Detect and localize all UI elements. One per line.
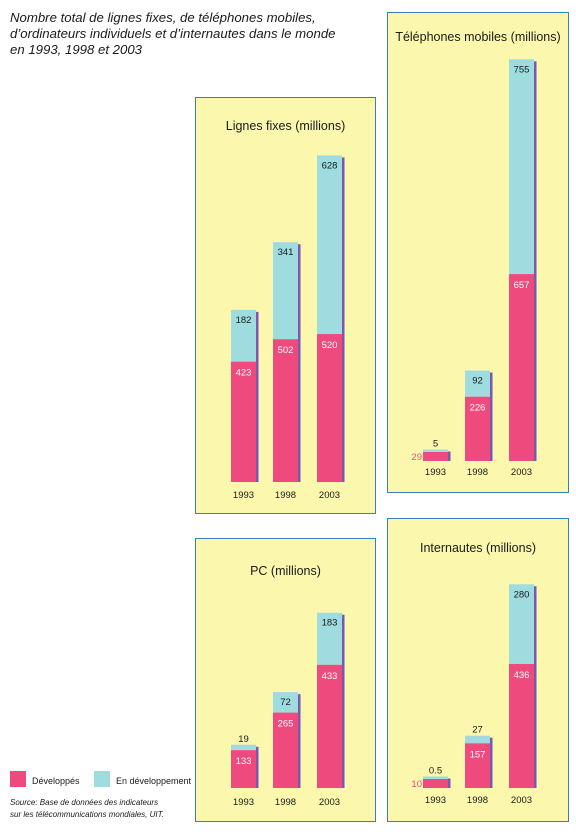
label-developing-1993: 0.5 bbox=[429, 766, 442, 777]
bar-developed-1998 bbox=[465, 396, 490, 461]
bar-shadow bbox=[534, 586, 537, 788]
bar-shadow bbox=[534, 61, 537, 461]
panel-fixed-lines: Lignes fixes (millions) 423 182 1993 502 341… bbox=[195, 97, 376, 514]
panel-title-pc: PC (millions) bbox=[250, 564, 321, 578]
panel-internet-users: Internautes (millions) 10 0.5 1993 157 27 199… bbox=[387, 518, 569, 822]
bar-shadow bbox=[448, 778, 451, 788]
chart-fixed-lines: 423 182 1993 502 341 1998 520 628 2003 bbox=[231, 155, 345, 501]
year-label-2003: 2003 bbox=[319, 797, 340, 808]
label-developing-2003: 280 bbox=[514, 589, 530, 600]
label-developing-1993: 5 bbox=[433, 439, 438, 450]
panel-title-fixed-lines: Lignes fixes (millions) bbox=[225, 119, 346, 133]
bar-shadow bbox=[490, 372, 493, 461]
label-developing-1998: 92 bbox=[472, 376, 483, 387]
label-developed-1993: 423 bbox=[236, 368, 252, 379]
year-label-1998: 1998 bbox=[467, 795, 488, 806]
bar-shadow bbox=[342, 614, 345, 788]
year-label-1998: 1998 bbox=[467, 467, 488, 478]
panel-title-mobile-phones: Téléphones mobiles (millions) bbox=[395, 30, 561, 44]
label-developed-1998: 265 bbox=[278, 719, 294, 730]
bar-developed-1998 bbox=[273, 712, 298, 788]
bar-developed-2003 bbox=[509, 663, 534, 788]
year-label-2003: 2003 bbox=[511, 795, 532, 806]
bar-developing-2003 bbox=[509, 59, 534, 275]
bar-developed-1993 bbox=[423, 452, 448, 461]
chart-internet-users: 10 0.5 1993 157 27 1998 436 280 2003 bbox=[411, 584, 537, 806]
bar-developed-1993 bbox=[231, 750, 256, 788]
panel-mobile-phones: Téléphones mobiles (millions) 29 5 1993 226… bbox=[387, 12, 569, 493]
bar-shadow bbox=[342, 157, 345, 483]
bar-developed-1998 bbox=[273, 339, 298, 482]
label-developing-2003: 183 bbox=[322, 618, 338, 629]
bar-shadow bbox=[490, 737, 493, 788]
label-developing-1998: 27 bbox=[472, 725, 483, 736]
year-label-1998: 1998 bbox=[275, 797, 296, 808]
bar-shadow bbox=[298, 694, 301, 788]
bar-developing-2003 bbox=[317, 612, 342, 665]
year-label-1993: 1993 bbox=[233, 490, 254, 501]
label-developed-2003: 433 bbox=[322, 671, 338, 682]
bar-developed-1998 bbox=[465, 743, 490, 788]
label-developing-1998: 72 bbox=[280, 697, 291, 708]
label-developed-1998: 157 bbox=[470, 749, 486, 760]
label-developed-1993: 29 bbox=[411, 452, 422, 463]
bar-developed-1993 bbox=[231, 361, 256, 482]
panel-pc: PC (millions) 133 19 1993 265 72 1998 433 183 20… bbox=[195, 538, 376, 822]
bar-shadow bbox=[256, 746, 259, 788]
bar-developing-1993 bbox=[231, 309, 256, 362]
year-label-1993: 1993 bbox=[233, 797, 254, 808]
bar-developed-2003 bbox=[509, 274, 534, 461]
bar-developing-1998 bbox=[273, 692, 298, 713]
bar-developing-1993 bbox=[423, 449, 448, 452]
legend-label-developed: Développés bbox=[32, 776, 80, 786]
year-label-1993: 1993 bbox=[425, 467, 446, 478]
bar-developing-1998 bbox=[465, 735, 490, 744]
year-label-1993: 1993 bbox=[425, 795, 446, 806]
label-developed-2003: 436 bbox=[514, 670, 530, 681]
label-developing-2003: 755 bbox=[514, 64, 530, 75]
year-label-1998: 1998 bbox=[275, 490, 296, 501]
chart-mobile-phones: 29 5 1993 226 92 1998 657 755 2003 bbox=[411, 59, 537, 478]
bar-developing-1998 bbox=[273, 242, 298, 340]
label-developed-1998: 226 bbox=[470, 403, 486, 414]
label-developing-1993: 19 bbox=[238, 734, 249, 745]
bar-developing-1993 bbox=[423, 776, 448, 779]
bar-developed-2003 bbox=[317, 334, 342, 482]
legend-swatch-developing bbox=[94, 771, 110, 787]
label-developed-2003: 657 bbox=[514, 280, 530, 291]
label-developed-1998: 502 bbox=[278, 345, 294, 356]
label-developing-1993: 182 bbox=[236, 315, 252, 326]
bar-developed-2003 bbox=[317, 664, 342, 788]
bar-developing-1998 bbox=[465, 370, 490, 397]
bar-developing-1993 bbox=[231, 744, 256, 751]
source-note: Source: Base de données des indicateurs … bbox=[10, 798, 164, 819]
bar-developing-2003 bbox=[317, 155, 342, 335]
label-developing-2003: 628 bbox=[322, 160, 338, 171]
bar-shadow bbox=[448, 451, 451, 461]
legend-swatch-developed bbox=[10, 771, 26, 787]
panel-title-internet-users: Internautes (millions) bbox=[419, 541, 536, 555]
label-developed-1993: 133 bbox=[236, 756, 252, 767]
figure-title: Nombre total de lignes fixes, de télépho… bbox=[10, 10, 336, 57]
bar-shadow bbox=[256, 311, 259, 482]
legend-label-developing: En développement bbox=[116, 776, 192, 786]
label-developed-2003: 520 bbox=[322, 340, 338, 351]
year-label-2003: 2003 bbox=[319, 490, 340, 501]
label-developing-1998: 341 bbox=[278, 247, 294, 258]
bar-developed-1993 bbox=[423, 779, 448, 788]
chart-pc: 133 19 1993 265 72 1998 433 183 2003 bbox=[231, 612, 345, 808]
bar-developing-2003 bbox=[509, 584, 534, 664]
bar-shadow bbox=[298, 244, 301, 482]
label-developed-1993: 10 bbox=[411, 779, 422, 790]
year-label-2003: 2003 bbox=[511, 467, 532, 478]
